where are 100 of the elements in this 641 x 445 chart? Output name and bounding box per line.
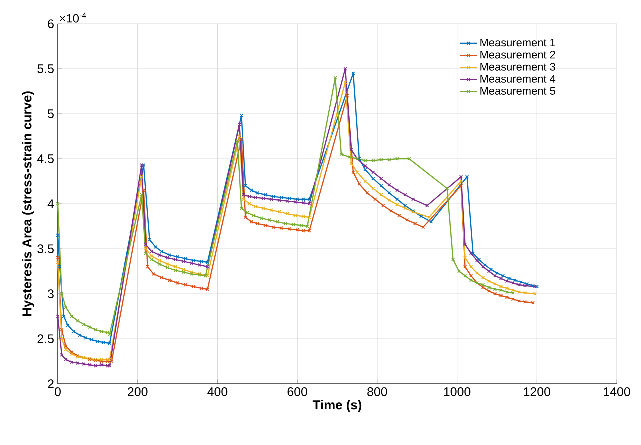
- x-tick-label: 400: [208, 388, 228, 396]
- point: [240, 137, 244, 142]
- point: [396, 203, 400, 207]
- y-tick-label: 3: [48, 290, 54, 298]
- x-tick-label: 1000: [444, 388, 471, 396]
- y-tick-label: 2.5: [38, 334, 54, 344]
- point: [426, 204, 430, 208]
- point: [66, 324, 70, 328]
- point: [523, 291, 527, 295]
- y-tick-label: 2: [48, 380, 54, 388]
- point: [420, 214, 424, 218]
- point: [240, 114, 244, 118]
- legend-label: Measurement 2: [480, 51, 556, 59]
- point: [102, 340, 106, 344]
- point: [356, 170, 360, 174]
- point: [176, 281, 180, 286]
- point: [286, 212, 290, 216]
- point: [154, 245, 158, 250]
- point: [58, 265, 62, 269]
- point: [252, 214, 256, 218]
- point: [192, 258, 196, 263]
- point: [364, 180, 368, 184]
- point: [302, 214, 306, 218]
- y-tick-label: 6: [48, 20, 54, 28]
- point: [350, 148, 354, 152]
- point: [90, 338, 94, 342]
- x-tick-label: 800: [368, 388, 388, 396]
- point: [344, 67, 348, 71]
- point: [254, 204, 258, 209]
- y-tick-label: 4.5: [37, 154, 54, 164]
- point: [380, 158, 384, 162]
- point: [70, 314, 74, 318]
- y-axis-title: Hysteresis Area (stress-strain curve): [22, 92, 34, 316]
- point: [192, 284, 196, 289]
- legend-label: Measurement 1: [480, 38, 556, 47]
- point: [451, 258, 456, 262]
- x-axis-title: Time (s): [312, 400, 362, 412]
- point: [82, 322, 86, 326]
- point: [517, 299, 521, 304]
- point: [160, 250, 164, 254]
- point: [352, 72, 356, 76]
- point: [296, 228, 300, 232]
- point: [422, 226, 426, 230]
- x-tick-label: 600: [288, 388, 308, 396]
- point: [158, 253, 162, 258]
- point: [388, 183, 392, 187]
- point: [150, 254, 154, 258]
- point: [182, 268, 186, 272]
- point: [519, 280, 523, 284]
- point: [388, 158, 392, 162]
- point: [475, 271, 480, 276]
- point: [78, 334, 82, 338]
- point: [150, 250, 154, 254]
- point: [308, 198, 312, 202]
- point: [507, 276, 512, 281]
- point: [487, 289, 492, 294]
- point: [308, 229, 312, 233]
- point: [340, 152, 344, 156]
- point: [495, 271, 500, 276]
- point: [152, 272, 156, 276]
- point: [256, 191, 260, 196]
- x-tick-label: 0: [55, 388, 61, 396]
- x-tick-label: 200: [128, 388, 148, 396]
- y-tick-label: 4: [48, 200, 54, 208]
- point: [160, 276, 164, 280]
- point: [278, 210, 282, 214]
- point: [352, 170, 356, 174]
- point: [100, 363, 104, 367]
- point: [288, 196, 292, 200]
- point: [517, 290, 521, 294]
- point: [158, 262, 162, 266]
- point: [150, 258, 154, 262]
- point: [158, 258, 162, 263]
- point: [374, 198, 378, 202]
- point: [346, 94, 350, 98]
- x-tick-label: 1400: [604, 388, 630, 396]
- point: [302, 201, 306, 205]
- point: [198, 263, 202, 268]
- point: [350, 162, 354, 166]
- point: [174, 258, 178, 262]
- point: [523, 300, 527, 304]
- point: [62, 314, 66, 318]
- legend-label: Measurement 3: [480, 63, 556, 71]
- point: [60, 292, 64, 296]
- text: ×10$^{-4}$: [60, 12, 86, 23]
- point: [308, 216, 312, 220]
- point: [64, 306, 68, 310]
- point: [88, 363, 92, 367]
- point: [278, 198, 282, 202]
- point: [306, 224, 310, 228]
- point: [248, 194, 252, 199]
- point: [60, 337, 64, 341]
- point: [272, 226, 276, 230]
- point: [499, 284, 504, 289]
- point: [262, 196, 266, 200]
- y-tick-label: 3.5: [38, 244, 54, 254]
- point: [260, 216, 264, 220]
- point: [344, 80, 348, 84]
- point: [302, 198, 306, 202]
- y-tick-label: 5.5: [38, 64, 54, 74]
